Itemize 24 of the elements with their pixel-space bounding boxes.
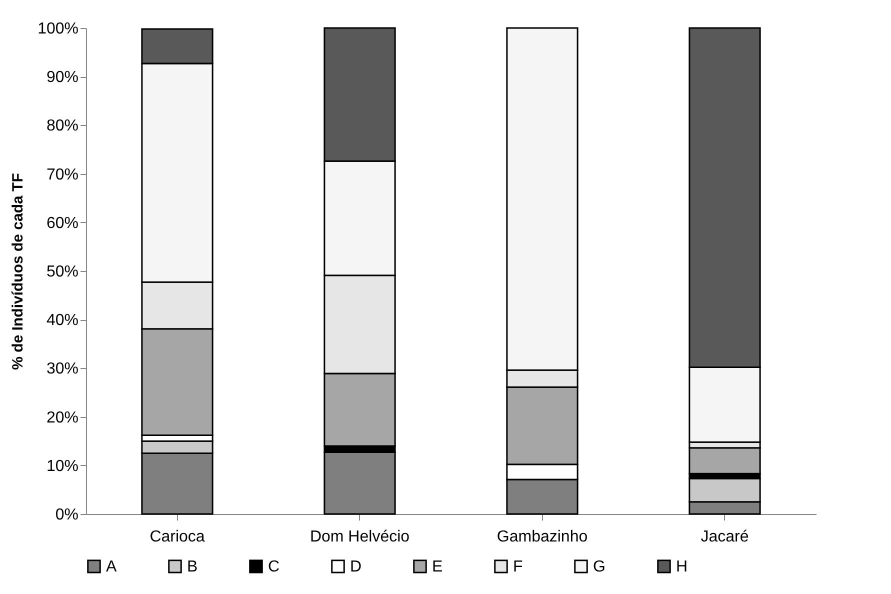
legend-label: H [676,558,688,576]
y-tick-label: 20% [46,409,78,426]
legend-label: B [187,558,198,576]
y-tick-label: 50% [46,264,78,280]
x-tick-label: Gambazinho [496,528,588,546]
y-axis-title: % de Indivíduos de cada TF [10,173,27,370]
legend-label: G [593,558,606,576]
y-tick-label: 30% [46,360,78,378]
legend-label: A [106,558,117,576]
y-tick-label: 0% [55,506,78,524]
y-tick-label: 60% [46,214,78,232]
legend-label: F [513,558,523,576]
y-tick-label: 100% [38,20,78,38]
y-tick-label: 40% [46,312,78,330]
x-tick-label: Carioca [150,528,205,546]
y-tick-label: 10% [46,458,78,475]
legend-label: E [432,558,443,576]
legend-label: D [350,558,362,576]
x-tick-label: Dom Helvécio [310,528,410,546]
y-tick-label: 70% [46,166,78,184]
x-tick-label: Jacaré [700,528,749,546]
y-tick-label: 90% [46,69,78,86]
y-tick-label: 80% [46,118,78,135]
legend-label: C [268,558,280,576]
